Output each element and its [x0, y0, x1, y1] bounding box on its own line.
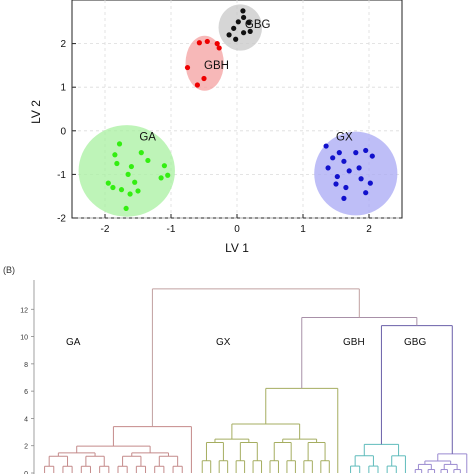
point-gx [323, 143, 329, 149]
cluster-labels: GA GX GBH GBG [66, 337, 426, 348]
x-tick-label: 1 [300, 224, 306, 235]
point-gbg [240, 8, 246, 14]
point-gx [346, 168, 352, 174]
point-ga [125, 171, 131, 177]
point-gx [358, 176, 364, 182]
y-tick-label: 2 [60, 39, 66, 50]
hierarchical-cluster-dendrogram: (B) 0 2 4 6 8 10 12 GA GX GBH GBG [3, 265, 468, 474]
x-tick-label: -2 [101, 224, 110, 235]
point-ga [127, 191, 133, 197]
dendro-tick-label: 0 [24, 471, 28, 474]
pls-da-score-plot: -2 -1 0 1 2 -2 -1 0 1 2 GBG GBH GA GX LV 1 LV 2 [29, 0, 403, 255]
group-labels: GBG GBH GA GX [139, 19, 353, 143]
point-gx [333, 181, 339, 187]
axis-ticks: -2 -1 0 1 2 -2 -1 0 1 2 [57, 39, 372, 235]
point-ga [165, 172, 171, 178]
point-ga [123, 205, 129, 212]
group-label-gx: GX [336, 131, 353, 143]
y-tick-label: 1 [60, 83, 66, 94]
dendrogram-branches [44, 288, 468, 473]
point-gx [341, 158, 347, 164]
x-axis-label: LV 1 [225, 241, 249, 255]
dendro-tick-label: 4 [24, 416, 28, 423]
point-ga [132, 179, 138, 185]
point-gbh [194, 82, 200, 88]
ellipse-gx [314, 131, 398, 216]
ellipse-ga [78, 125, 175, 217]
x-tick-label: 0 [234, 224, 240, 235]
confidence-ellipses [78, 4, 398, 217]
point-gbg [247, 28, 253, 34]
point-gbh [184, 64, 191, 71]
point-gbg [233, 36, 239, 42]
x-tick-label: -1 [167, 224, 176, 235]
dendro-tick-label: 8 [24, 362, 28, 369]
cluster-label-gbg: GBG [404, 337, 426, 348]
group-label-gbg: GBG [245, 19, 271, 31]
score-points [105, 8, 375, 212]
y-tick-label: -2 [57, 214, 66, 225]
point-ga [118, 187, 125, 193]
point-gx [353, 150, 359, 156]
y-axis-label: LV 2 [29, 100, 43, 124]
point-gx [334, 173, 340, 180]
ellipse-gbg [218, 4, 263, 51]
group-label-gbh: GBH [204, 60, 229, 72]
point-ga [161, 163, 167, 169]
point-ga [138, 150, 144, 156]
point-gx [330, 155, 336, 161]
point-gbh [201, 75, 207, 82]
point-gx [363, 147, 369, 154]
cluster-label-gx: GX [216, 337, 231, 348]
x-tick-label: 2 [366, 224, 372, 235]
dendro-tick-label: 10 [20, 335, 28, 342]
point-gbh [216, 45, 222, 51]
point-ga [110, 184, 116, 191]
point-gx [336, 150, 342, 156]
point-ga [158, 175, 164, 181]
point-gbh [196, 40, 202, 46]
panel-label: (B) [3, 265, 15, 275]
point-ga [112, 152, 118, 158]
point-gx [343, 184, 349, 191]
point-gx [325, 165, 331, 171]
point-ga [128, 163, 134, 170]
point-ga [135, 188, 141, 194]
dendro-tick-label: 2 [24, 444, 28, 451]
ellipse-gbh [185, 35, 224, 91]
point-gx [356, 165, 362, 171]
cluster-label-gbh: GBH [343, 337, 365, 348]
point-ga [116, 141, 123, 147]
point-gbg [231, 25, 237, 31]
point-ga [105, 180, 111, 186]
dendro-tick-label: 6 [24, 389, 28, 396]
dendrogram-y-ticks: 0 2 4 6 8 10 12 [20, 307, 34, 474]
point-gx [341, 195, 347, 201]
cluster-label-ga: GA [66, 337, 81, 348]
point-gbh [204, 38, 210, 45]
point-ga [145, 157, 151, 164]
point-gx [363, 190, 369, 196]
point-gbg [241, 30, 247, 36]
point-gbg [226, 32, 232, 38]
point-gbg [235, 19, 241, 25]
dendro-tick-label: 12 [20, 307, 28, 314]
point-gbh [214, 41, 220, 47]
point-gbg [241, 14, 247, 21]
y-tick-label: 0 [60, 126, 66, 137]
point-gbg [246, 20, 252, 26]
point-gx [369, 153, 375, 159]
point-ga [114, 160, 120, 167]
y-tick-label: -1 [57, 170, 66, 181]
point-gx [367, 180, 373, 186]
group-label-ga: GA [139, 131, 156, 143]
